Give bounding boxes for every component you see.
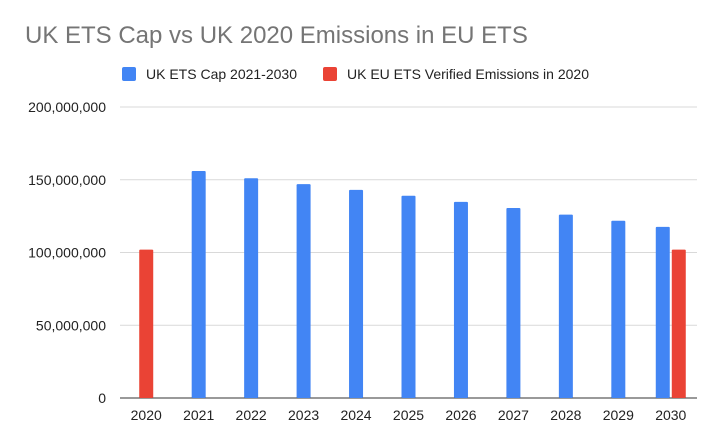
x-tick-label: 2025	[393, 407, 424, 423]
legend-label-emissions: UK EU ETS Verified Emissions in 2020	[347, 66, 589, 82]
y-tick-label: 0	[98, 390, 106, 406]
x-tick-label: 2021	[183, 407, 214, 423]
x-tick-label: 2023	[288, 407, 319, 423]
bar-cap	[296, 184, 311, 398]
y-tick-label: 100,000,000	[28, 245, 106, 261]
chart-title: UK ETS Cap vs UK 2020 Emissions in EU ET…	[25, 22, 528, 49]
x-tick-label: 2029	[603, 407, 634, 423]
bar-cap	[401, 195, 416, 398]
bar-cap	[453, 201, 468, 398]
bar-emissions	[671, 249, 686, 398]
bar-cap	[611, 220, 626, 398]
legend-label-cap: UK ETS Cap 2021-2030	[146, 66, 297, 82]
bar-cap	[349, 189, 364, 398]
x-tick-label: 2028	[550, 407, 581, 423]
bar-cap	[558, 214, 573, 398]
x-tick-label: 2020	[131, 407, 162, 423]
bar-cap	[244, 178, 259, 398]
legend-swatch-cap	[122, 67, 136, 81]
legend-item-emissions: UK EU ETS Verified Emissions in 2020	[323, 64, 589, 84]
bar-emissions	[139, 249, 154, 398]
legend: UK ETS Cap 2021-2030 UK EU ETS Verified …	[0, 64, 720, 84]
y-tick-label: 200,000,000	[28, 99, 106, 115]
x-tick-label: 2022	[236, 407, 267, 423]
bar-cap	[191, 171, 206, 398]
x-tick-label: 2024	[340, 407, 371, 423]
legend-item-cap: UK ETS Cap 2021-2030	[122, 64, 297, 84]
legend-swatch-emissions	[323, 67, 337, 81]
x-tick-label: 2027	[498, 407, 529, 423]
y-tick-label: 50,000,000	[36, 317, 106, 333]
x-tick-label: 2026	[445, 407, 476, 423]
y-tick-label: 150,000,000	[28, 172, 106, 188]
bar-cap	[506, 207, 521, 398]
bar-cap	[655, 226, 670, 398]
x-tick-label: 2030	[655, 407, 686, 423]
